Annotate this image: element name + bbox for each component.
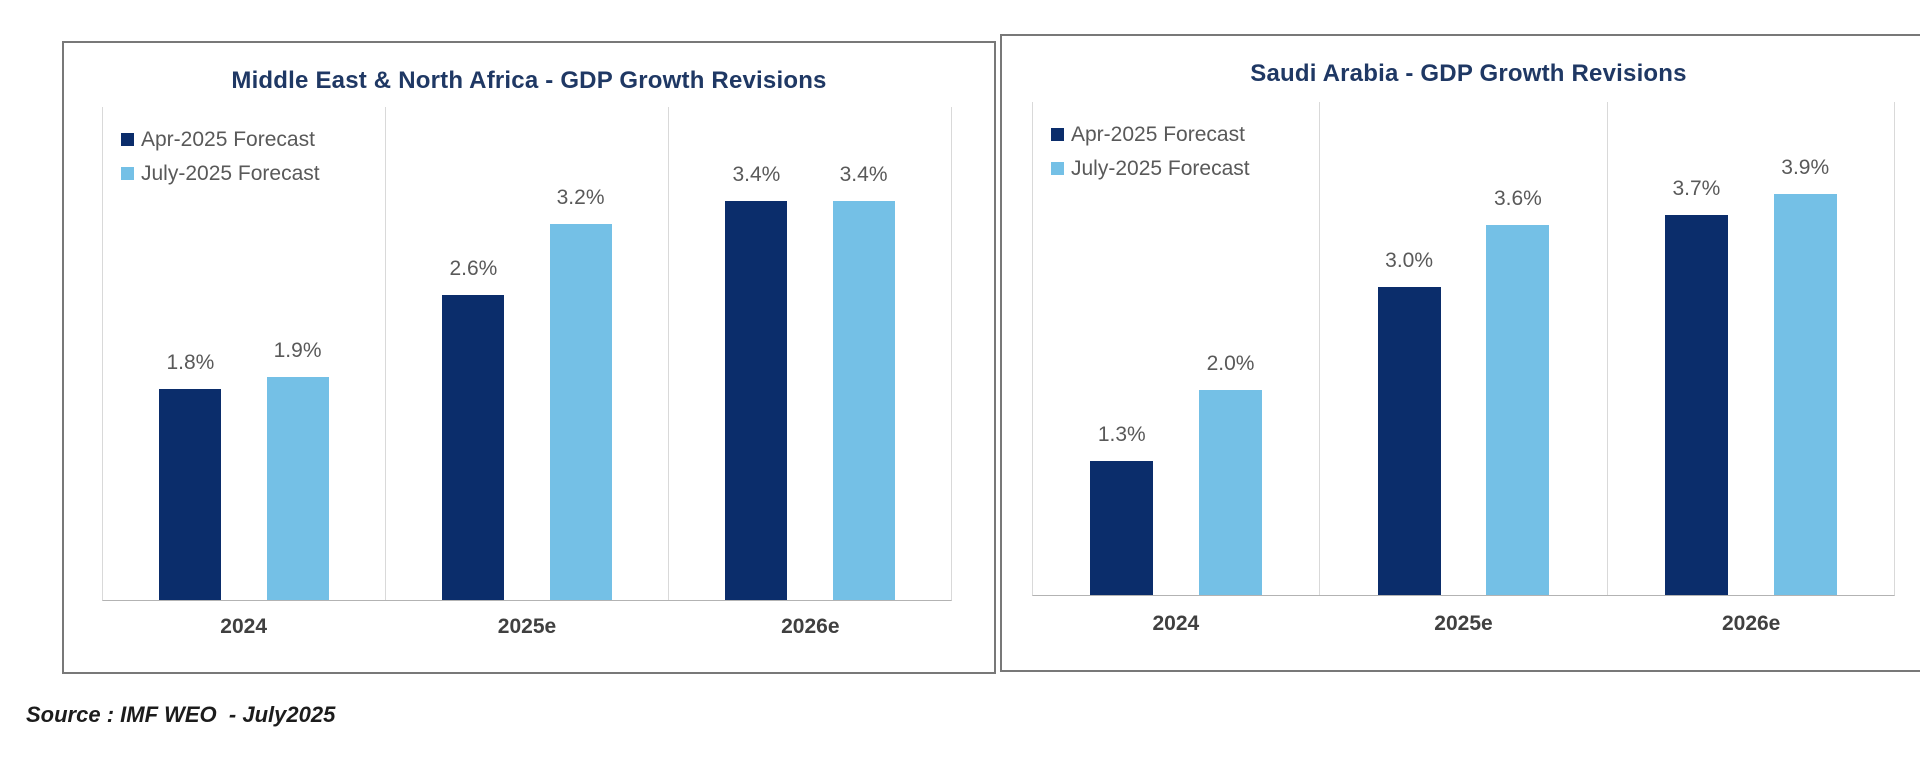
legend-item-apr-2025: Apr-2025 Forecast [121,129,320,150]
x-axis-label-2025e: 2025e [1434,612,1493,635]
value-label: 3.7% [1672,176,1721,200]
bar-july-2025-forecast-2025e: 3.6% [1486,188,1550,595]
legend-item-july-2025: July-2025 Forecast [121,163,320,184]
bar-july-2025-forecast-2025e: 3.2% [549,187,612,600]
x-axis-label-2025e: 2025e [497,615,557,638]
value-label: 3.2% [556,186,605,210]
value-label: 1.3% [1097,423,1146,447]
bar-group-2026e: 3.7% 3.9% [1606,102,1894,595]
bar-apr-2025-forecast-2025e: 3.0% [1377,250,1441,595]
bar-group-2024: 1.8% 1.9% [103,107,385,600]
bar-apr-2025-forecast-2026e: 3.7% [1664,178,1728,595]
value-label: 3.0% [1385,248,1434,272]
x-axis-label-2024: 2024 [1152,612,1200,635]
x-axis-label-2026e: 2026e [1721,612,1781,635]
value-label: 3.9% [1781,156,1830,180]
bar-july-2025-forecast-2026e: 3.4% [832,164,895,600]
july-2025-swatch-icon [121,167,134,180]
apr-2025-swatch-icon [1051,128,1064,141]
value-label: 3.6% [1493,187,1542,211]
bar-apr-2025-forecast-2024: 1.8% [159,352,222,600]
apr-2025-swatch-icon [121,133,134,146]
legend-item-july-2025: July-2025 Forecast [1051,158,1250,179]
x-axis-label-2024: 2024 [220,615,268,638]
bar-apr-2025-forecast-2024: 1.3% [1090,424,1154,595]
bar-group-2026e: 3.4% 3.4% [668,107,951,600]
value-label: 3.4% [732,162,781,186]
value-label: 1.8% [166,350,215,374]
saudi-x-axis: 2024 2025e 2026e [1032,612,1895,636]
value-label: 1.9% [273,338,322,362]
mena-legend: Apr-2025 Forecast July-2025 Forecast [121,129,320,184]
july-2025-swatch-icon [1051,162,1064,175]
bar-july-2025-forecast-2026e: 3.9% [1773,157,1837,595]
bar-group-2024: 1.3% 2.0% [1033,102,1319,595]
bar-group-2025e: 3.0% 3.6% [1319,102,1606,595]
legend-label: July-2025 Forecast [141,162,320,185]
mena-plot-area: Apr-2025 Forecast July-2025 Forecast 1.8… [102,107,952,601]
bar-group-2025e: 2.6% 3.2% [385,107,668,600]
mena-chart-title: Middle East & North Africa - GDP Growth … [231,67,827,94]
saudi-chart-title: Saudi Arabia - GDP Growth Revisions [1250,60,1687,87]
legend-label: Apr-2025 Forecast [1071,123,1245,146]
legend-label: July-2025 Forecast [1071,157,1250,180]
saudi-plot-area: Apr-2025 Forecast July-2025 Forecast 1.3… [1032,102,1895,596]
legend-label: Apr-2025 Forecast [141,128,315,151]
saudi-bar-groups: 1.3% 2.0% 3.0% 3.6% 3.7% 3.9% [1033,102,1894,595]
value-label: 2.6% [449,256,498,280]
saudi-legend: Apr-2025 Forecast July-2025 Forecast [1051,124,1250,179]
bar-july-2025-forecast-2024: 1.9% [266,340,329,600]
bar-apr-2025-forecast-2025e: 2.6% [442,258,505,600]
mena-bar-groups: 1.8% 1.9% 2.6% 3.2% 3.4% 3.4% [103,107,951,600]
value-label: 2.0% [1206,351,1255,375]
mena-chart-panel: Middle East & North Africa - GDP Growth … [62,41,996,674]
saudi-chart-panel: Saudi Arabia - GDP Growth Revisions Apr-… [1000,34,1920,672]
mena-x-axis: 2024 2025e 2026e [102,615,952,639]
x-axis-label-2026e: 2026e [781,615,840,638]
source-note: Source : IMF WEO - July2025 [26,702,336,727]
bar-july-2025-forecast-2024: 2.0% [1199,353,1263,595]
bar-apr-2025-forecast-2026e: 3.4% [725,164,788,600]
value-label: 3.4% [839,162,888,186]
legend-item-apr-2025: Apr-2025 Forecast [1051,124,1250,145]
